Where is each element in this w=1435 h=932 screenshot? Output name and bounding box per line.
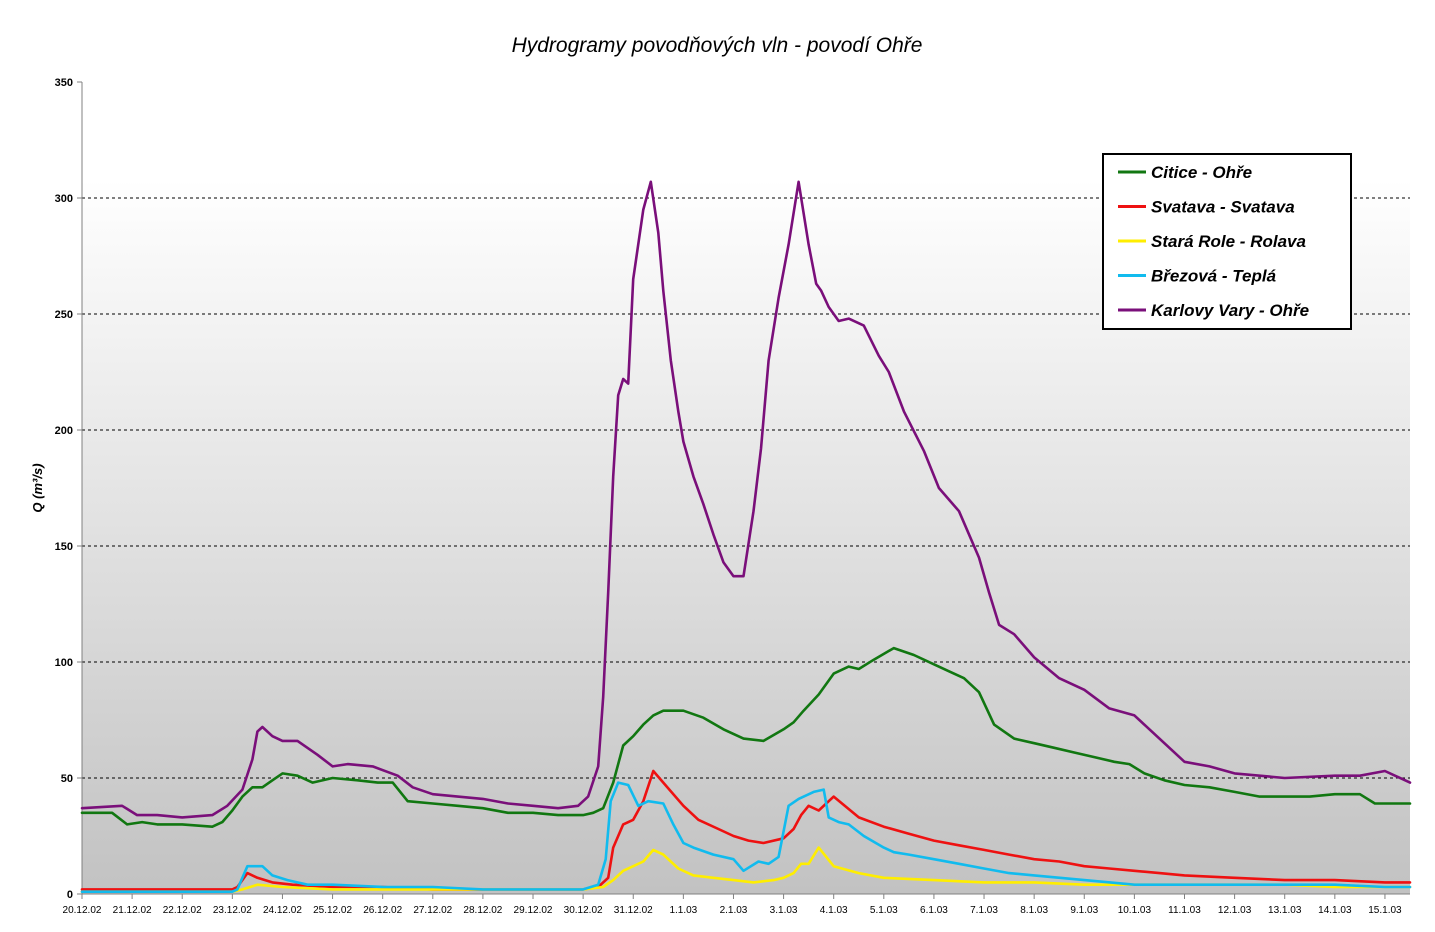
x-tick-label: 25.12.02 — [313, 905, 352, 916]
series-lines — [80, 180, 1412, 894]
y-tick-label: 150 — [55, 541, 73, 553]
y-tick-label: 250 — [55, 309, 73, 321]
x-tick-label: 13.1.03 — [1268, 905, 1302, 916]
legend-label: Karlovy Vary - Ohře — [1151, 301, 1309, 320]
legend-label: Stará Role - Rolava — [1151, 232, 1306, 251]
x-tick-label: 4.1.03 — [820, 905, 848, 916]
x-tick-label: 8.1.03 — [1020, 905, 1048, 916]
series-line-5 — [80, 180, 1412, 819]
x-tick-label: 11.1.03 — [1168, 905, 1201, 916]
x-tick-label: 10.1.03 — [1118, 905, 1152, 916]
x-tick-label: 14.1.03 — [1318, 905, 1352, 916]
x-tick-label: 7.1.03 — [970, 905, 998, 916]
y-tick-label: 100 — [55, 657, 73, 669]
x-axis: 20.12.02 21.12.02 22.12.02 23.12.02 24.12.02… — [63, 893, 1410, 916]
legend-label: Březová - Teplá — [1151, 267, 1276, 286]
series-line-3 — [80, 846, 1412, 894]
x-tick-label: 24.12.02 — [263, 905, 302, 916]
x-tick-label: 9.1.03 — [1070, 905, 1098, 916]
x-tick-label: 23.12.02 — [213, 905, 252, 916]
x-tick-label: 26.12.02 — [363, 905, 402, 916]
y-axis-label: Q (m³/s) — [30, 463, 45, 512]
x-tick-label: 20.12.02 — [63, 905, 102, 916]
series-line-1 — [80, 646, 1412, 829]
chart-title: Hydrogramy povodňových vln - povodí Ohře — [512, 34, 923, 57]
x-tick-label: 29.12.02 — [514, 905, 553, 916]
y-tick-label: 0 — [67, 889, 73, 901]
y-tick-label: 200 — [55, 425, 73, 437]
legend: Citice - Ohře Svatava - Svatava Stará Role… — [1102, 153, 1352, 330]
x-tick-label: 5.1.03 — [870, 905, 898, 916]
y-axis: 0 50 100 150 200 250 300 350 — [55, 77, 83, 901]
x-tick-label: 30.12.02 — [564, 905, 603, 916]
y-tick-label: 300 — [55, 193, 73, 205]
x-tick-label: 22.12.02 — [163, 905, 202, 916]
x-tick-label: 1.1.03 — [669, 905, 697, 916]
series-line-4 — [80, 781, 1412, 894]
y-tick-label: 350 — [55, 77, 73, 89]
series-line-2 — [80, 769, 1412, 891]
x-tick-label: 21.12.02 — [113, 905, 152, 916]
legend-label: Citice - Ohře — [1151, 163, 1252, 182]
x-tick-label: 28.12.02 — [463, 905, 502, 916]
x-tick-label: 15.1.03 — [1368, 905, 1402, 916]
x-tick-label: 6.1.03 — [920, 905, 948, 916]
x-tick-label: 3.1.03 — [770, 905, 798, 916]
x-tick-label: 12.1.03 — [1218, 905, 1252, 916]
x-tick-label: 2.1.03 — [720, 905, 748, 916]
x-tick-label: 27.12.02 — [413, 905, 452, 916]
x-tick-label: 31.12.02 — [614, 905, 653, 916]
legend-label: Svatava - Svatava — [1151, 198, 1295, 217]
y-tick-label: 50 — [61, 773, 73, 785]
